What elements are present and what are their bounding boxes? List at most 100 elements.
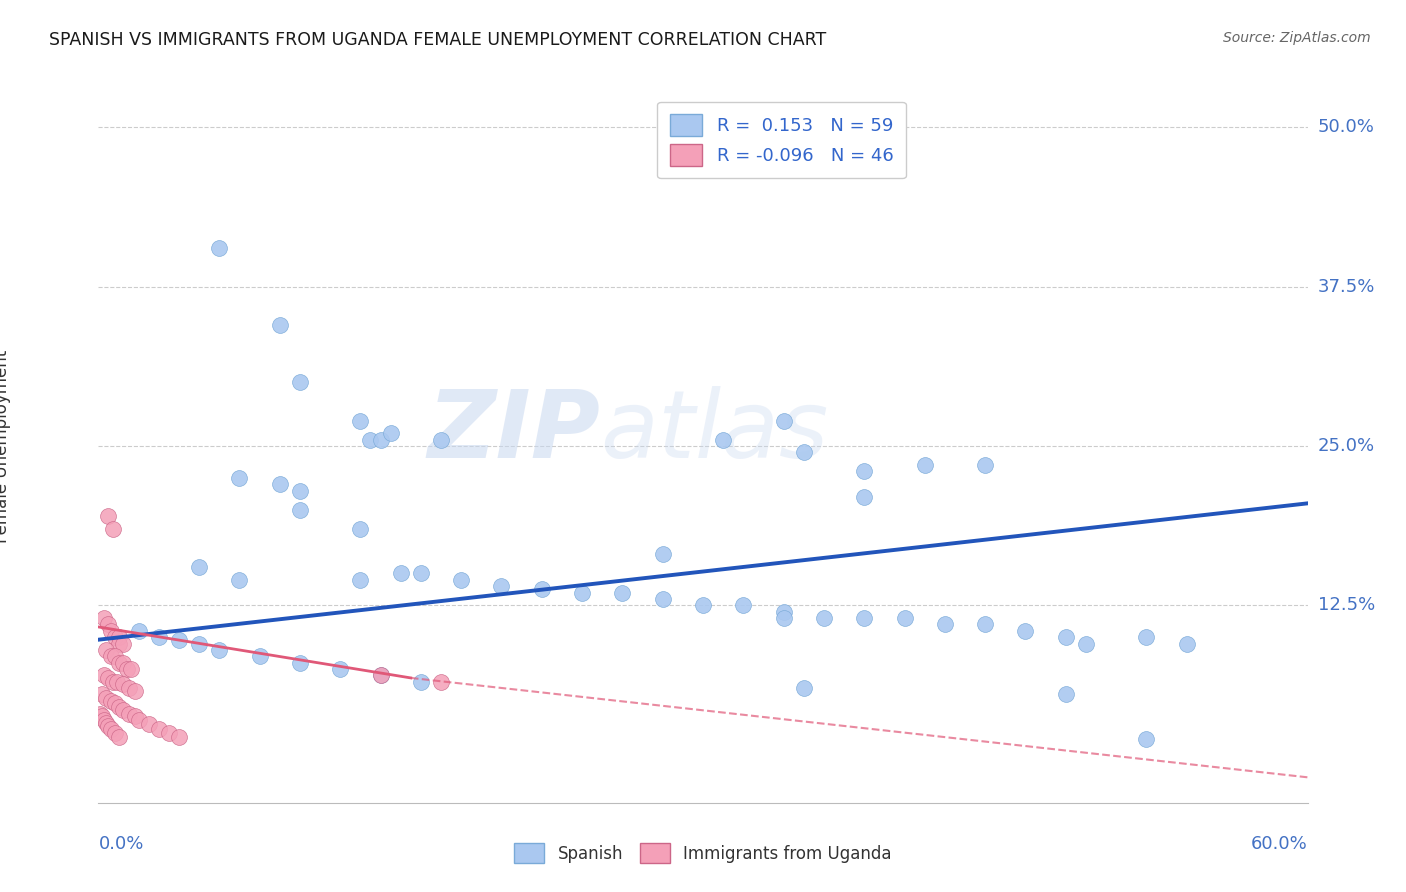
Point <box>530 582 553 596</box>
Point <box>893 611 915 625</box>
Point <box>349 413 371 427</box>
Point <box>974 617 997 632</box>
Text: 50.0%: 50.0% <box>1317 119 1375 136</box>
Point <box>288 483 311 498</box>
Point <box>430 433 453 447</box>
Point <box>105 674 128 689</box>
Point <box>103 697 125 711</box>
Text: ZIP: ZIP <box>427 385 600 478</box>
Point <box>612 585 634 599</box>
Point <box>1074 636 1097 650</box>
Point <box>1135 630 1157 644</box>
Text: 0.0%: 0.0% <box>98 835 143 853</box>
Legend: Spanish, Immigrants from Uganda: Spanish, Immigrants from Uganda <box>501 830 905 877</box>
Point <box>853 611 876 625</box>
Point <box>370 668 392 682</box>
Text: Source: ZipAtlas.com: Source: ZipAtlas.com <box>1223 31 1371 45</box>
Point <box>228 471 250 485</box>
Point <box>97 671 120 685</box>
Point <box>111 703 134 717</box>
Point <box>128 624 150 638</box>
Point <box>97 617 120 632</box>
Point <box>249 649 271 664</box>
Point <box>228 573 250 587</box>
Point <box>107 630 129 644</box>
Point <box>93 668 115 682</box>
Point <box>91 688 114 702</box>
Point <box>96 715 118 730</box>
Point <box>100 694 122 708</box>
Point <box>349 573 371 587</box>
Point <box>914 458 936 472</box>
Point <box>111 677 134 691</box>
Point <box>96 691 118 706</box>
Point <box>360 433 382 447</box>
Point <box>115 662 138 676</box>
Point <box>380 426 402 441</box>
Point <box>370 668 392 682</box>
Point <box>733 599 755 613</box>
Point <box>103 649 125 664</box>
Point <box>1054 688 1077 702</box>
Point <box>148 722 170 736</box>
Point <box>571 585 593 599</box>
Point <box>1054 630 1077 644</box>
Point <box>269 318 291 332</box>
Point <box>409 674 432 689</box>
Text: atlas: atlas <box>600 386 828 477</box>
Point <box>772 611 794 625</box>
Text: Female Unemployment: Female Unemployment <box>0 350 11 542</box>
Point <box>100 649 122 664</box>
Point <box>138 716 160 731</box>
Point <box>389 566 412 581</box>
Point <box>651 591 673 606</box>
Point <box>853 490 876 504</box>
Point <box>118 681 141 695</box>
Point <box>450 573 472 587</box>
Point <box>1135 732 1157 747</box>
Text: 25.0%: 25.0% <box>1317 437 1375 455</box>
Point <box>772 605 794 619</box>
Point <box>711 433 734 447</box>
Point <box>111 636 134 650</box>
Point <box>1175 636 1198 650</box>
Point <box>97 719 120 733</box>
Point <box>208 242 231 256</box>
Point <box>167 632 190 647</box>
Point <box>96 643 118 657</box>
Point <box>103 725 125 739</box>
Point <box>157 725 180 739</box>
Point <box>93 611 115 625</box>
Point <box>370 433 392 447</box>
Point <box>208 643 231 657</box>
Point <box>651 547 673 561</box>
Point <box>269 477 291 491</box>
Point <box>813 611 835 625</box>
Point <box>89 706 111 721</box>
Text: SPANISH VS IMMIGRANTS FROM UGANDA FEMALE UNEMPLOYMENT CORRELATION CHART: SPANISH VS IMMIGRANTS FROM UGANDA FEMALE… <box>49 31 827 49</box>
Point <box>793 445 815 459</box>
Point <box>288 502 311 516</box>
Point <box>974 458 997 472</box>
Text: 12.5%: 12.5% <box>1317 596 1375 615</box>
Point <box>124 709 146 723</box>
Point <box>120 662 142 676</box>
Point <box>97 509 120 524</box>
Point <box>188 560 211 574</box>
Point <box>107 730 129 744</box>
Point <box>91 709 114 723</box>
Point <box>93 713 115 727</box>
Point <box>409 566 432 581</box>
Point <box>124 683 146 698</box>
Point <box>167 730 190 744</box>
Point <box>107 700 129 714</box>
Text: 60.0%: 60.0% <box>1251 835 1308 853</box>
Point <box>148 630 170 644</box>
Point <box>853 465 876 479</box>
Point <box>107 636 129 650</box>
Point <box>430 674 453 689</box>
Point <box>111 656 134 670</box>
Point <box>101 522 124 536</box>
Point <box>288 376 311 390</box>
Point <box>934 617 956 632</box>
